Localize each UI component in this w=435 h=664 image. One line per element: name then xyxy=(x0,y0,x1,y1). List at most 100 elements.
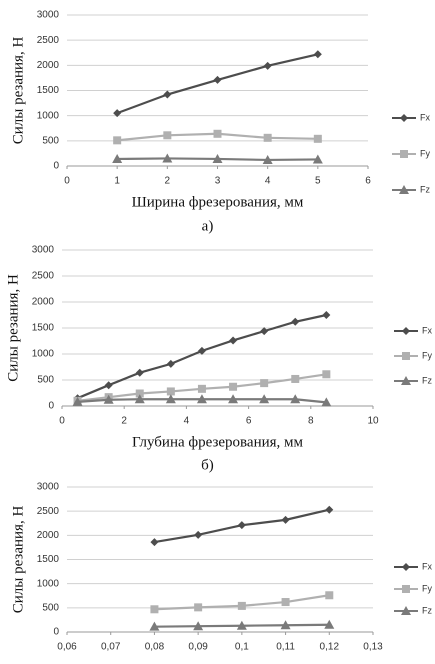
data-point xyxy=(281,598,290,607)
legend-marker xyxy=(401,606,411,615)
data-point xyxy=(213,129,222,138)
y-tick-label: 2000 xyxy=(37,530,60,541)
x-tick-label: 0 xyxy=(64,176,70,187)
data-point xyxy=(281,515,290,524)
x-axis-title: Глубина фрезерования, мм xyxy=(132,434,304,450)
legend-marker xyxy=(402,585,410,593)
y-tick-label: 1000 xyxy=(32,349,55,360)
y-tick-label: 1500 xyxy=(32,323,55,334)
x-tick-label: 0 xyxy=(59,416,65,427)
data-point xyxy=(212,153,223,163)
data-point xyxy=(162,153,173,163)
caption: а) xyxy=(202,218,214,234)
legend-marker xyxy=(399,185,409,194)
data-point xyxy=(290,394,301,404)
legend-marker xyxy=(401,376,411,385)
y-tick-label: 3000 xyxy=(37,10,60,21)
x-tick-label: 0,07 xyxy=(101,642,121,653)
data-point xyxy=(228,394,239,404)
data-point xyxy=(103,394,114,404)
data-point xyxy=(166,387,175,396)
y-tick-label: 500 xyxy=(42,602,59,613)
caption: б) xyxy=(201,457,214,473)
legend-label: Fz xyxy=(420,184,430,194)
data-point xyxy=(163,90,172,99)
y-tick-label: 500 xyxy=(37,375,54,386)
data-point xyxy=(213,75,222,84)
x-tick-label: 6 xyxy=(365,176,371,187)
data-point xyxy=(321,397,332,407)
x-tick-label: 0,13 xyxy=(363,642,383,653)
data-point xyxy=(260,327,269,336)
data-point xyxy=(313,134,322,143)
data-point xyxy=(324,619,335,629)
data-point xyxy=(104,381,113,390)
data-point xyxy=(166,359,175,368)
x-tick-label: 2 xyxy=(165,176,171,187)
legend-marker xyxy=(402,327,410,335)
y-tick-label: 3000 xyxy=(32,245,55,256)
y-tick-label: 1500 xyxy=(37,85,60,96)
data-point xyxy=(237,521,246,530)
data-point xyxy=(197,346,206,355)
y-axis-title: Силы резания, Н xyxy=(10,506,26,614)
data-point xyxy=(236,620,247,630)
data-point xyxy=(149,621,160,631)
legend-marker xyxy=(402,563,410,571)
y-tick-label: 1000 xyxy=(37,578,60,589)
data-point xyxy=(197,384,206,393)
x-axis-title: Ширина фрезерования, мм xyxy=(132,194,304,210)
y-tick-label: 2000 xyxy=(37,60,60,71)
data-point xyxy=(259,394,270,404)
data-point xyxy=(194,530,203,539)
legend-marker xyxy=(402,352,410,360)
data-point xyxy=(113,136,122,145)
x-tick-label: 4 xyxy=(265,176,271,187)
data-point xyxy=(163,131,172,140)
data-point xyxy=(135,389,144,398)
legend-label: Fz xyxy=(422,375,432,385)
data-point xyxy=(229,336,238,345)
y-tick-label: 2500 xyxy=(37,35,60,46)
y-tick-label: 2500 xyxy=(32,271,55,282)
data-point xyxy=(291,374,300,383)
data-point xyxy=(113,109,122,118)
legend-label: Fx xyxy=(422,325,432,335)
x-tick-label: 0,11 xyxy=(276,642,295,653)
legend-label: Fy xyxy=(420,148,430,158)
x-tick-label: 5 xyxy=(315,176,321,187)
data-point xyxy=(312,154,323,164)
data-point xyxy=(260,379,269,388)
legend-label: Fy xyxy=(422,583,432,593)
x-tick-label: 0,09 xyxy=(188,642,208,653)
y-tick-label: 0 xyxy=(48,401,54,412)
data-point xyxy=(194,603,203,612)
x-tick-label: 4 xyxy=(184,416,190,427)
y-tick-label: 3000 xyxy=(37,482,60,493)
legend-label: Fx xyxy=(422,561,432,571)
legend-marker xyxy=(400,114,408,122)
x-tick-label: 3 xyxy=(215,176,221,187)
data-point xyxy=(291,317,300,326)
x-tick-label: 0,06 xyxy=(57,642,77,653)
legend-marker xyxy=(400,150,408,158)
legend-label: Fy xyxy=(422,350,432,360)
legend-label: Fx xyxy=(420,112,430,122)
data-point xyxy=(165,394,176,404)
data-point xyxy=(322,311,331,319)
data-point xyxy=(237,601,246,610)
y-tick-label: 0 xyxy=(53,161,59,172)
data-point xyxy=(325,591,334,600)
x-tick-label: 2 xyxy=(121,416,127,427)
data-point xyxy=(263,133,272,142)
x-tick-label: 0,12 xyxy=(320,642,340,653)
data-point xyxy=(150,605,159,614)
y-tick-label: 1500 xyxy=(37,554,60,565)
y-tick-label: 0 xyxy=(53,627,59,638)
x-tick-label: 0,08 xyxy=(145,642,165,653)
y-tick-label: 1000 xyxy=(37,110,60,121)
x-tick-label: 8 xyxy=(308,416,314,427)
x-tick-label: 1 xyxy=(114,176,120,187)
y-tick-label: 2500 xyxy=(37,506,60,517)
data-point xyxy=(263,61,272,70)
